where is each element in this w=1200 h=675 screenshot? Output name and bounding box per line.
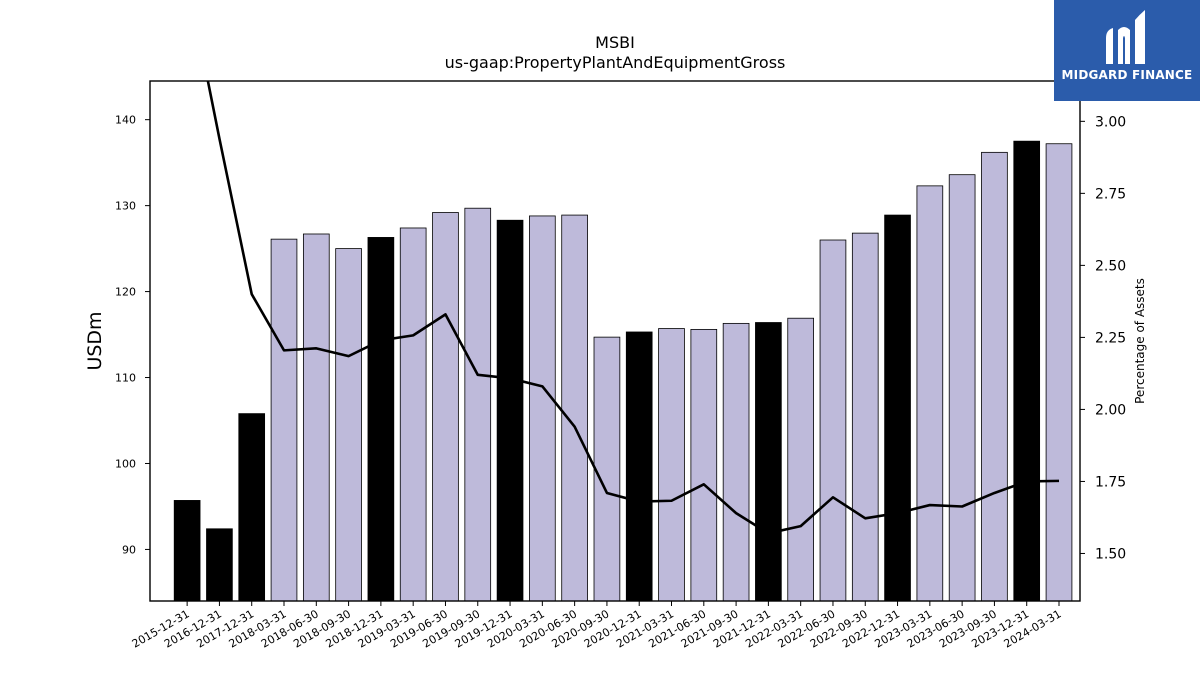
bar [722,322,750,602]
y2-tick-label: 2.50 [1095,258,1126,274]
bar [593,336,621,602]
y2-tick-label: 2.00 [1095,402,1126,418]
y2-tick-label: 3.00 [1095,114,1126,130]
bar [948,174,976,602]
chart-title: MSBI [595,33,635,52]
bar [529,215,556,602]
bar [884,214,911,602]
bar [173,500,201,602]
bar [238,413,266,602]
bar [1045,143,1073,602]
y-tick-label: 140 [115,114,136,127]
y-tick-label: 120 [115,286,136,299]
bar [981,151,1008,602]
y-tick-label: 130 [115,200,136,213]
bar [302,233,330,602]
bar [367,237,395,602]
bar [755,322,782,602]
percentage-line [206,81,1060,535]
bar [851,232,879,602]
bar [432,212,459,602]
y2-tick-label: 2.75 [1095,186,1126,202]
bar [658,328,685,602]
midgard-logo-icon [1106,10,1145,64]
bar [496,219,524,602]
y-tick-label: 90 [122,543,136,556]
y-tick-label: 100 [115,457,136,470]
bar [625,331,653,602]
bar [206,528,233,602]
y2-tick-label: 2.25 [1095,330,1126,346]
bar [916,185,944,602]
plot-frame [149,80,1081,602]
line-series [206,81,1060,535]
bar [1013,140,1041,602]
bar [787,317,814,602]
logo-text: MIDGARD FINANCE [1061,68,1193,82]
bar [561,214,588,602]
bar [464,207,492,602]
bar [335,248,362,602]
bar-series [173,140,1073,602]
bar [690,328,718,602]
y2-axis-label: Percentage of Assets [1133,278,1147,404]
chart-subtitle: us-gaap:PropertyPlantAndEquipmentGross [445,53,786,72]
bar [819,239,847,602]
bar [399,227,427,602]
bar [270,238,298,602]
y-axis-label: USDm [84,311,106,370]
y2-tick-label: 1.75 [1095,474,1126,490]
midgard-finance-logo: MIDGARD FINANCE [1054,0,1200,101]
y2-tick-label: 1.50 [1095,546,1126,562]
y-tick-label: 110 [115,372,136,385]
